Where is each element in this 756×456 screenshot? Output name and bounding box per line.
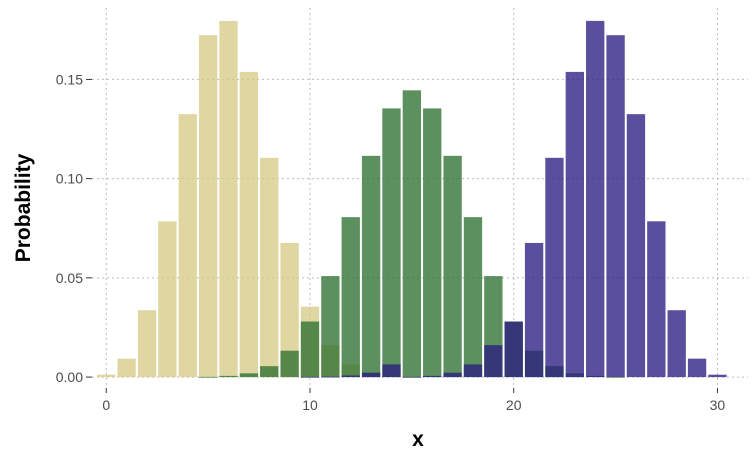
bars xyxy=(97,20,727,378)
y-axis-title: Probability xyxy=(12,153,35,262)
bar xyxy=(97,374,116,378)
bar xyxy=(402,90,422,378)
y-tick-label: 0.00 xyxy=(56,369,83,385)
bar xyxy=(260,366,279,378)
bar xyxy=(504,321,523,378)
x-tick-label: 30 xyxy=(710,397,726,413)
bar xyxy=(402,376,422,378)
y-tick-label: 0.05 xyxy=(56,270,83,286)
bar xyxy=(708,374,727,378)
bar xyxy=(280,350,299,378)
bar xyxy=(423,108,442,378)
bar xyxy=(606,35,625,378)
bar xyxy=(361,372,381,378)
y-tick-label: 0.15 xyxy=(56,71,83,87)
x-axis-title: x xyxy=(412,428,424,451)
y-tick-label: 0.10 xyxy=(56,171,83,187)
x-tick-label: 0 xyxy=(102,397,110,413)
bar xyxy=(361,155,381,378)
bar xyxy=(565,71,584,378)
bar xyxy=(158,221,177,378)
bar xyxy=(219,20,238,378)
bar xyxy=(321,376,340,378)
bar xyxy=(239,71,259,378)
bar xyxy=(300,321,320,378)
bar xyxy=(647,221,666,378)
bar xyxy=(198,376,218,378)
bar xyxy=(178,114,197,378)
bar xyxy=(443,372,462,378)
bar xyxy=(280,242,299,378)
bar xyxy=(463,217,483,378)
bar xyxy=(198,35,218,378)
bar xyxy=(382,108,401,378)
bar xyxy=(382,364,401,378)
x-tick-label: 20 xyxy=(506,397,522,413)
bar xyxy=(239,373,259,378)
bar xyxy=(117,358,136,378)
bar xyxy=(219,375,238,378)
bar xyxy=(687,358,707,378)
bar xyxy=(463,364,483,378)
bar xyxy=(137,310,157,378)
bar xyxy=(545,157,564,378)
bar xyxy=(606,376,625,378)
axis-ticks: 0 10 20 30 0.00 0.05 0.10 0.15 xyxy=(56,71,726,413)
bar xyxy=(626,114,646,378)
bar xyxy=(423,375,442,378)
bar xyxy=(524,242,544,378)
bar xyxy=(667,310,686,378)
bar xyxy=(341,375,360,378)
x-tick-label: 10 xyxy=(302,397,318,413)
bar-series-3 xyxy=(300,20,727,378)
bar xyxy=(321,276,340,378)
bar xyxy=(586,20,605,378)
bar xyxy=(300,376,320,378)
bar xyxy=(443,155,462,378)
bar xyxy=(260,157,279,378)
bar xyxy=(484,345,503,378)
bar xyxy=(341,217,360,378)
